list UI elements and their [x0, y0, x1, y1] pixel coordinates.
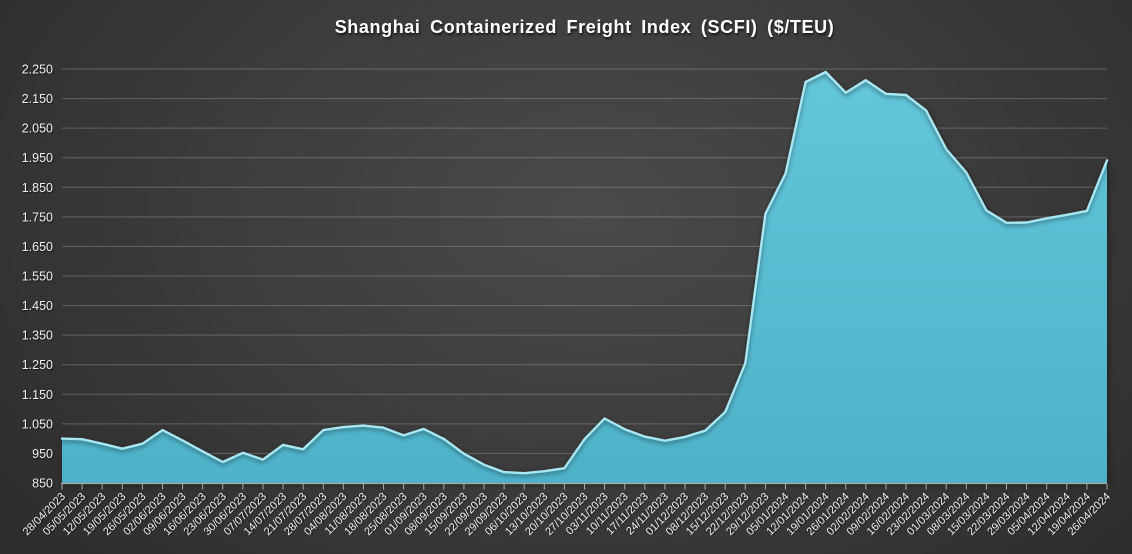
- y-axis-label: 1.050: [22, 417, 53, 431]
- y-axis-label: 2.050: [22, 122, 53, 136]
- y-axis-label: 1.350: [22, 329, 53, 343]
- y-axis-label: 850: [32, 477, 53, 491]
- y-axis-label: 1.850: [22, 181, 53, 195]
- y-axis-label: 1.450: [22, 299, 53, 313]
- y-axis-label: 2.250: [22, 63, 53, 77]
- area-top-line: [60, 70, 1109, 475]
- y-axis-label: 1.250: [22, 358, 53, 372]
- chart-title: Shanghai Containerized Freight Index (SC…: [334, 17, 835, 37]
- y-axis-label: 950: [32, 447, 53, 461]
- y-axis-label: 1.150: [22, 388, 53, 402]
- y-axis-label: 1.550: [22, 270, 53, 284]
- area-fill: [62, 72, 1107, 483]
- y-axis-label: 1.750: [22, 210, 53, 224]
- y-axis-label: 1.650: [22, 240, 53, 254]
- y-axis-label: 1.950: [22, 151, 53, 165]
- y-axis-label: 2.150: [22, 92, 53, 106]
